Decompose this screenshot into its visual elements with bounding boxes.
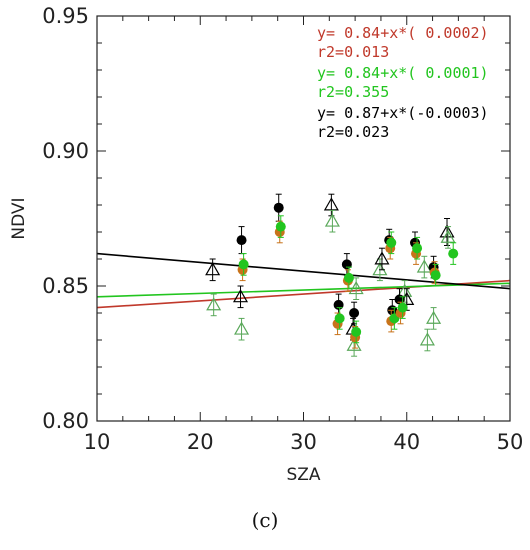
scatter-chart: 10 20 30 40 50 0.80 0.85 0.90 0.95 SZA NDVI y= 0… bbox=[9, 4, 523, 485]
x-axis-title: SZA bbox=[286, 465, 320, 485]
filled-point bbox=[412, 243, 423, 254]
open-triangle-point bbox=[426, 310, 442, 324]
x-tick-label: 20 bbox=[187, 430, 214, 454]
filled-point bbox=[236, 235, 247, 246]
open-triangle-point bbox=[324, 213, 340, 227]
filled-point bbox=[341, 259, 352, 270]
filled-point bbox=[349, 308, 360, 318]
open-triangle-point bbox=[234, 321, 250, 335]
filled-point bbox=[273, 202, 284, 213]
fit-lines bbox=[97, 252, 510, 309]
fit-line bbox=[97, 282, 510, 298]
filled-point bbox=[430, 270, 441, 281]
axis-ticks: 10 20 30 40 50 0.80 0.85 0.90 0.95 bbox=[42, 4, 523, 454]
open-triangle-point bbox=[346, 337, 362, 351]
filled-point bbox=[334, 313, 345, 324]
filled-point bbox=[238, 259, 249, 270]
open-triangle-point bbox=[205, 262, 221, 276]
open-triangle-point bbox=[232, 289, 249, 303]
filled-point bbox=[351, 326, 362, 337]
open-triangle-point bbox=[374, 251, 390, 265]
filled-point bbox=[397, 302, 408, 313]
x-tick-label: 10 bbox=[84, 430, 111, 454]
x-tick-label: 30 bbox=[290, 430, 317, 454]
filled-point bbox=[448, 248, 459, 259]
open-triangle-point bbox=[419, 332, 435, 346]
filled-point bbox=[275, 221, 286, 232]
y-axis-title: NDVI bbox=[9, 197, 29, 239]
figure-caption: (c) bbox=[251, 508, 279, 532]
r-squared-label: r2=0.023 bbox=[317, 123, 389, 141]
y-tick-label: 0.90 bbox=[42, 139, 89, 163]
filled-point bbox=[333, 299, 344, 310]
r-squared-label: r2=0.013 bbox=[317, 43, 389, 61]
open-triangle-point bbox=[372, 262, 388, 276]
x-tick-label: 40 bbox=[393, 430, 420, 454]
x-tick-label: 50 bbox=[497, 430, 524, 454]
open-triangle-point bbox=[323, 197, 339, 211]
y-tick-label: 0.80 bbox=[42, 409, 89, 433]
data-markers bbox=[205, 193, 459, 357]
open-triangle-point bbox=[206, 297, 222, 311]
regression-equation: y= 0.84+x*( 0.0001) bbox=[317, 64, 489, 82]
regression-equation: y= 0.87+x*(-0.0003) bbox=[317, 104, 489, 122]
y-tick-label: 0.95 bbox=[42, 4, 89, 28]
fit-line bbox=[97, 252, 510, 290]
open-triangle-point bbox=[416, 259, 432, 273]
open-triangle-point bbox=[439, 224, 455, 238]
open-triangle-point bbox=[440, 229, 456, 243]
r-squared-label: r2=0.355 bbox=[317, 83, 389, 101]
y-tick-label: 0.85 bbox=[42, 274, 89, 298]
regression-annotations: y= 0.84+x*( 0.0002)r2=0.013 y= 0.84+x*( 0… bbox=[317, 24, 489, 141]
filled-point bbox=[343, 272, 354, 283]
filled-point bbox=[386, 237, 397, 248]
open-triangle-point bbox=[348, 280, 364, 295]
regression-equation: y= 0.84+x*( 0.0002) bbox=[317, 24, 489, 42]
